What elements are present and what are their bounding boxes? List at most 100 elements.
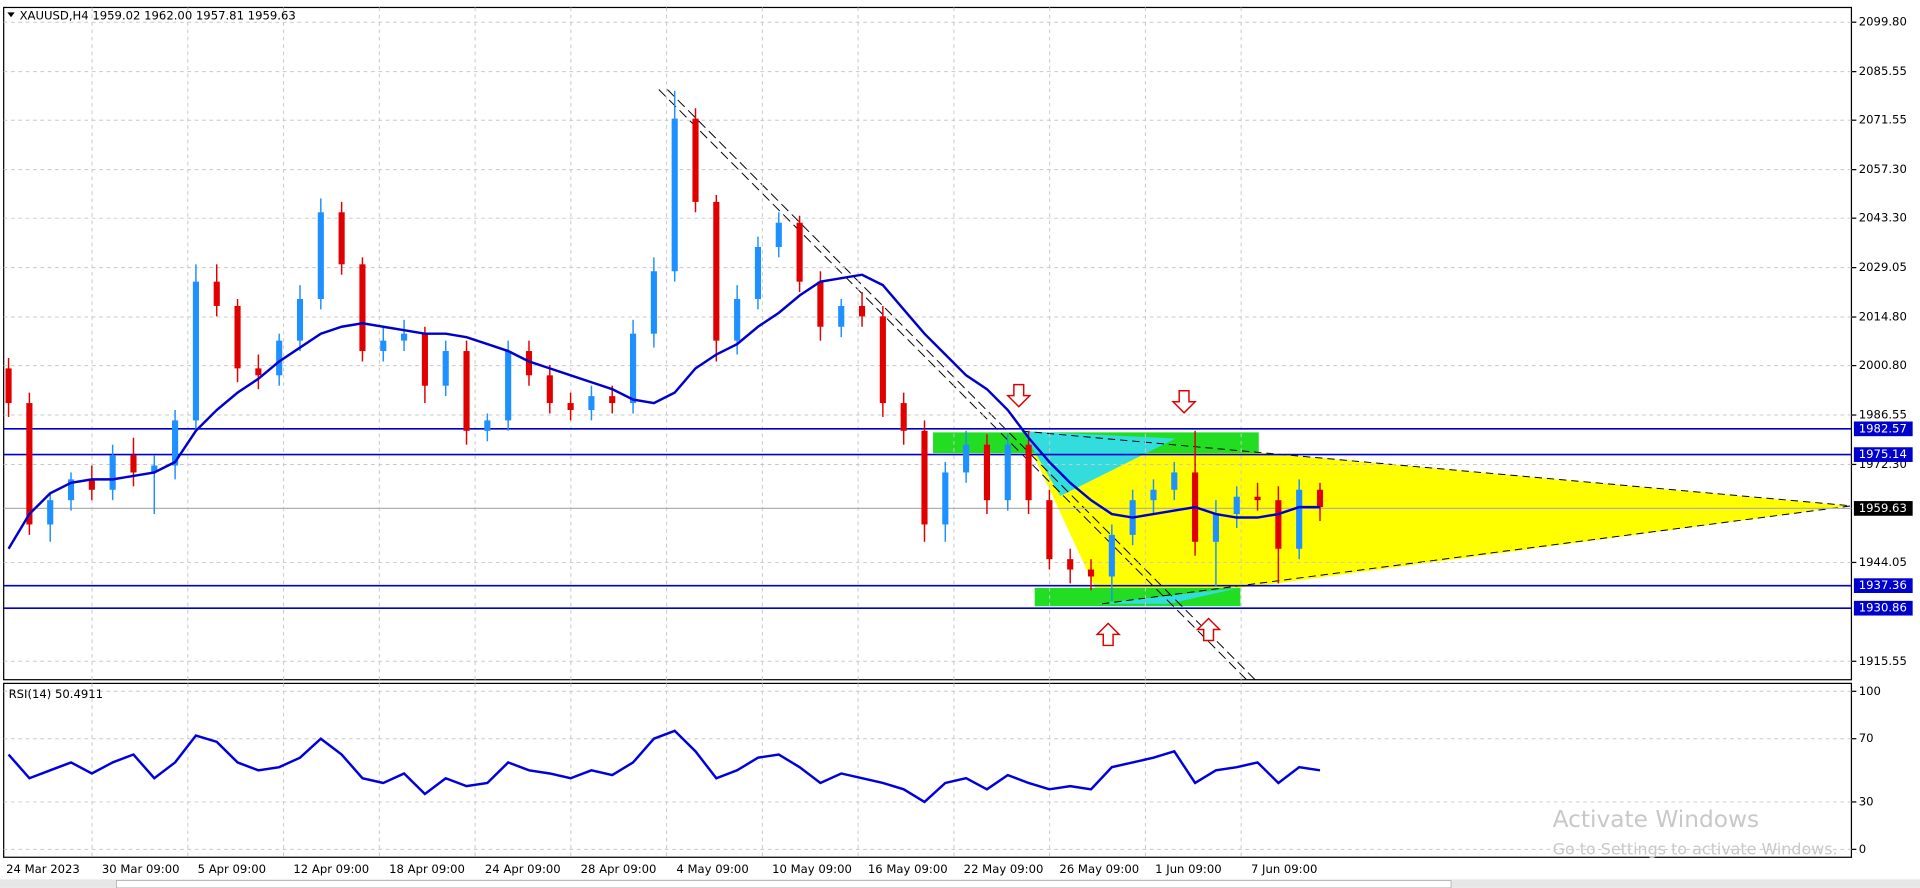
up-arrow xyxy=(1095,622,1121,647)
up-arrow xyxy=(1195,617,1222,642)
rsi-line xyxy=(7,729,1321,804)
y-tick-label: 0 xyxy=(1859,842,1866,856)
candle-body xyxy=(817,281,824,327)
y-tick-label: 2029.05 xyxy=(1859,260,1907,274)
candle-body xyxy=(525,351,533,376)
y-tick-label: 2099.80 xyxy=(1859,15,1907,29)
watermark: Go to Settings to activate Windows. xyxy=(1553,839,1838,858)
triangle-zone xyxy=(1022,431,1849,603)
level-label: 1975.14 xyxy=(1859,447,1907,461)
y-tick-label: 2071.55 xyxy=(1859,113,1907,127)
candle-body xyxy=(1171,472,1178,490)
x-tick-label: 28 Apr 09:00 xyxy=(581,862,657,876)
candle-body xyxy=(442,351,449,386)
y-tick-label: 30 xyxy=(1859,794,1874,808)
x-tick-label: 16 May 09:00 xyxy=(868,862,948,876)
candle-body xyxy=(692,118,699,202)
level-label: 1937.36 xyxy=(1859,578,1907,592)
y-tick-label: 1986.55 xyxy=(1859,408,1907,422)
down-arrow xyxy=(1005,383,1032,408)
candle-body xyxy=(359,264,366,352)
level-label-box xyxy=(1853,447,1913,462)
x-tick-label: 4 May 09:00 xyxy=(676,862,748,876)
y-tick-label: 2043.30 xyxy=(1859,211,1907,225)
candle-body xyxy=(1316,489,1324,508)
x-tick-label: 12 Apr 09:00 xyxy=(293,862,369,876)
candle-body xyxy=(192,281,199,421)
y-tick-label: 2000.80 xyxy=(1859,358,1907,372)
candle-body xyxy=(484,420,491,431)
rsi-title: RSI(14) 50.4911 xyxy=(9,687,104,701)
candle-body xyxy=(1233,496,1240,515)
candle-body xyxy=(983,444,990,501)
x-tick-label: 26 May 09:00 xyxy=(1059,862,1139,876)
candle-body xyxy=(1254,496,1261,501)
candle-body xyxy=(1212,514,1219,542)
candle-body xyxy=(67,479,75,501)
candle-body xyxy=(546,375,553,404)
y-tick-label: 70 xyxy=(1859,731,1874,745)
x-tick-label: 22 May 09:00 xyxy=(964,862,1044,876)
candle-body xyxy=(1004,444,1011,501)
cyan-zone xyxy=(1022,431,1176,497)
candle-body xyxy=(1025,444,1032,501)
candle-body xyxy=(796,222,803,282)
candle-body xyxy=(754,246,762,300)
series-layer: 24 Mar 2023 30 Mar 09:00 5 Apr 09:00 12 Apr… xyxy=(3,7,1913,876)
candle-body xyxy=(401,333,408,341)
level-label: 1982.57 xyxy=(1859,421,1907,435)
level-label-box xyxy=(1853,421,1913,437)
candle-body xyxy=(88,479,95,490)
rsi-pane xyxy=(3,682,1853,858)
bid-label-box xyxy=(1853,501,1913,516)
level-label-box xyxy=(1853,600,1913,616)
candle-body xyxy=(879,316,886,404)
x-tick-label: 24 Mar 2023 xyxy=(6,862,80,876)
candle-body xyxy=(775,222,782,247)
candle-body xyxy=(276,340,283,376)
candle-body xyxy=(963,444,970,473)
candle-body xyxy=(463,351,470,431)
x-tick-label: 5 Apr 09:00 xyxy=(198,862,266,876)
candle-body xyxy=(1150,489,1157,501)
candle-body xyxy=(47,500,54,525)
candle-body xyxy=(734,299,741,341)
trend-line xyxy=(1101,505,1852,605)
x-tick-label: 1 Jun 09:00 xyxy=(1155,862,1221,876)
bid-label: 1959.63 xyxy=(1859,501,1907,515)
candle-body xyxy=(109,455,116,490)
collapse-icon[interactable] xyxy=(7,12,15,18)
candle-body xyxy=(172,420,179,466)
candle-body xyxy=(567,403,574,410)
candle-body xyxy=(317,212,324,300)
down-arrow xyxy=(1171,390,1197,414)
candle-body xyxy=(1046,500,1053,560)
price-pane xyxy=(3,6,1853,681)
candle-body xyxy=(255,368,262,376)
y-tick-label: 100 xyxy=(1859,684,1881,698)
candle-body xyxy=(671,118,678,272)
candle-body xyxy=(1087,569,1095,577)
chart-title: XAUUSD,H4 1959.02 1962.00 1957.81 1959.6… xyxy=(20,9,296,23)
candle-body xyxy=(588,396,595,410)
scrollbar[interactable] xyxy=(116,880,1452,888)
channel-line xyxy=(658,89,1247,681)
x-tick-label: 10 May 09:00 xyxy=(772,862,852,876)
level-label-box xyxy=(1853,578,1913,593)
candle-body xyxy=(380,340,387,352)
y-tick-label: 2014.80 xyxy=(1859,310,1907,324)
candle-body xyxy=(421,333,428,386)
x-tick-label: 7 Jun 09:00 xyxy=(1251,862,1317,876)
candle-body xyxy=(151,465,158,473)
candle-body xyxy=(234,305,241,369)
x-tick-label: 18 Apr 09:00 xyxy=(389,862,465,876)
arrows xyxy=(1005,383,1222,647)
y-tick-label: 2057.30 xyxy=(1859,162,1907,176)
candle-body xyxy=(1275,500,1282,549)
candle-body xyxy=(5,368,12,404)
y-tick-label: 1944.05 xyxy=(1859,555,1907,569)
candle-body xyxy=(942,472,949,525)
candle-body xyxy=(1296,489,1303,549)
moving-average xyxy=(7,273,1320,550)
